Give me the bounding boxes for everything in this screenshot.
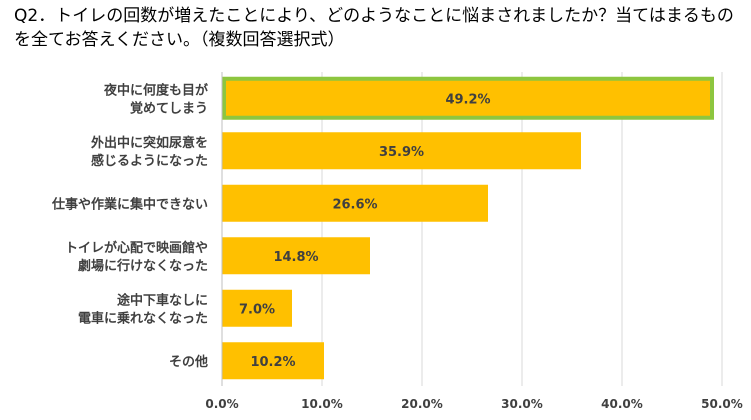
category-label: トイレが心配で映画館や <box>65 240 208 256</box>
x-tick-label: 30.0% <box>501 397 543 411</box>
category-label: 外出中に突如尿意を <box>90 135 208 151</box>
data-label: 49.2% <box>445 92 490 107</box>
chart-title: Q2．トイレの回数が増えたことにより、どのようなことに悩まされましたか？当てはま… <box>14 6 734 50</box>
bar <box>222 184 488 222</box>
category-label: 途中下車なしに <box>117 292 208 308</box>
x-tick-label: 0.0% <box>205 397 238 411</box>
x-tick-label: 20.0% <box>401 397 443 411</box>
bar <box>222 237 370 275</box>
category-label: 劇場に行けなくなった <box>78 258 208 274</box>
data-label: 35.9% <box>379 145 424 160</box>
x-tick-label: 50.0% <box>701 397 743 411</box>
bar <box>222 289 292 327</box>
data-label: 10.2% <box>250 355 295 370</box>
category-label: 電車に乗れなくなった <box>78 310 208 326</box>
bar <box>222 79 714 117</box>
category-label: 夜中に何度も目が <box>103 82 208 98</box>
data-label: 26.6% <box>332 197 377 212</box>
category-label: 感じるようになった <box>91 153 208 169</box>
bar <box>222 342 324 380</box>
data-label: 7.0% <box>239 302 275 317</box>
bar-highlight-outline <box>222 76 714 120</box>
category-label: その他 <box>169 354 208 370</box>
x-tick-label: 10.0% <box>301 397 343 411</box>
x-tick-label: 40.0% <box>601 397 643 411</box>
data-label: 14.8% <box>273 250 318 265</box>
bar <box>222 132 581 170</box>
category-label: 覚めてしまう <box>129 100 208 116</box>
category-label: 仕事や作業に集中できない <box>51 196 208 212</box>
